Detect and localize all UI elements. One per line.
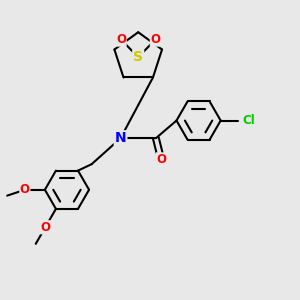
Text: O: O: [20, 183, 30, 196]
Text: O: O: [40, 221, 50, 234]
Text: N: N: [115, 131, 126, 145]
Text: O: O: [150, 33, 160, 46]
Text: O: O: [156, 153, 166, 166]
Text: S: S: [133, 50, 143, 64]
Text: Cl: Cl: [242, 114, 255, 127]
Text: O: O: [116, 33, 126, 46]
